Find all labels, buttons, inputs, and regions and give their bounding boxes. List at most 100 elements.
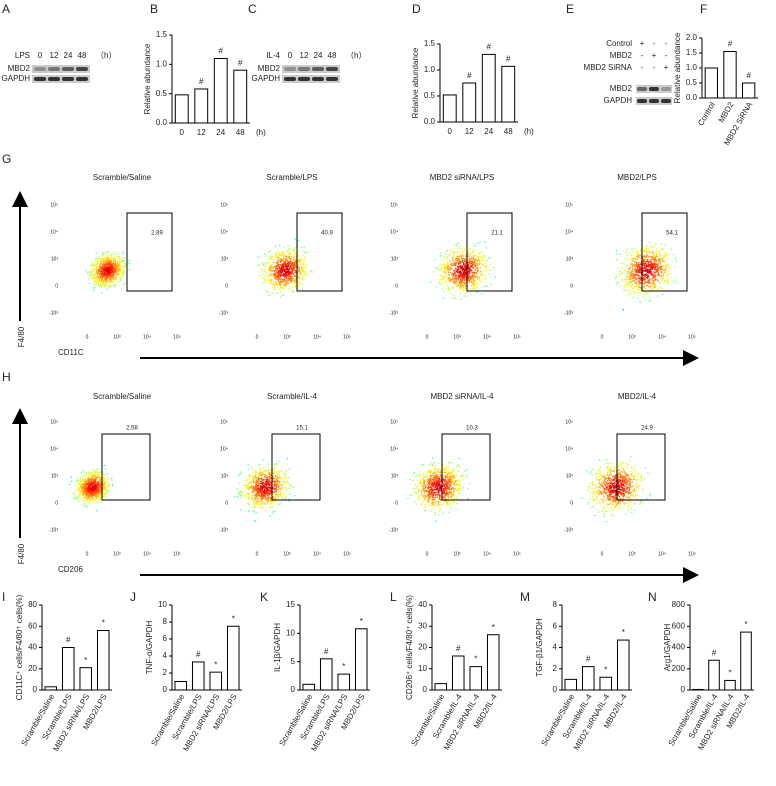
flow-event <box>250 486 252 488</box>
flow-event <box>435 485 437 487</box>
flow-event <box>95 272 97 274</box>
flow-event <box>248 488 251 490</box>
flow-event <box>106 490 108 492</box>
flow-event <box>111 264 113 266</box>
flow-event <box>257 256 260 258</box>
flow-event <box>274 270 276 272</box>
flow-y-tick: 10⁵ <box>220 419 228 425</box>
flow-event <box>275 268 277 270</box>
flow-event <box>283 258 285 260</box>
blot-band <box>637 99 647 103</box>
flow-event <box>77 480 79 482</box>
flow-event <box>275 484 277 486</box>
blot-band <box>637 87 647 91</box>
flow-event <box>120 269 122 271</box>
flow-event <box>109 262 111 264</box>
flow-event <box>111 257 113 259</box>
flow-event <box>71 481 73 483</box>
flow-event <box>112 280 114 283</box>
flow-event <box>115 279 117 281</box>
flow-event <box>117 281 119 283</box>
flow-event <box>635 281 638 283</box>
flow-event <box>654 279 656 281</box>
flow-event <box>452 480 454 482</box>
flow-event <box>94 262 96 265</box>
flow-event <box>96 279 98 282</box>
blot-band <box>298 77 310 81</box>
flow-event <box>427 480 429 483</box>
flow-event <box>662 278 664 280</box>
flow-event <box>260 494 263 496</box>
flow-event <box>657 287 659 290</box>
panel-label: B <box>150 2 158 16</box>
flow-event <box>633 247 635 249</box>
flow-event <box>440 252 442 254</box>
flow-event <box>266 481 268 483</box>
flow-event <box>419 475 421 477</box>
flow-event <box>85 479 87 481</box>
flow-x-tick: 0 <box>86 551 89 557</box>
flow-event <box>262 273 264 275</box>
flow-event <box>463 277 465 279</box>
flow-x-tick: 0 <box>426 551 429 557</box>
flow-event <box>98 481 100 483</box>
flow-event <box>262 472 264 474</box>
flow-event <box>628 253 630 255</box>
flow-event <box>663 252 665 254</box>
flow-event <box>118 257 121 260</box>
flow-event <box>259 264 261 266</box>
flow-event <box>108 280 111 283</box>
flow-event <box>648 261 650 263</box>
flow-event <box>76 489 78 491</box>
flow-event <box>282 497 284 499</box>
flow-event <box>103 269 105 271</box>
flow-event <box>116 273 118 276</box>
flow-y-tick: -10³ <box>389 527 398 533</box>
flow-event <box>282 263 284 265</box>
flow-event <box>273 265 276 268</box>
flow-event <box>651 256 654 258</box>
flow-event <box>112 284 115 286</box>
flow-event <box>283 273 285 275</box>
flow-event <box>651 273 653 275</box>
flow-event <box>615 275 618 278</box>
flow-event <box>483 265 485 267</box>
flow-event <box>104 468 107 470</box>
flow-event <box>269 515 271 517</box>
blot-sign: - <box>641 51 644 60</box>
flow-event <box>248 474 250 476</box>
flow-y-tick: 10⁴ <box>220 229 228 235</box>
flow-event <box>427 479 429 481</box>
flow-event <box>111 274 113 277</box>
flow-event <box>82 492 84 495</box>
flow-event <box>248 504 250 506</box>
flow-event <box>109 263 111 265</box>
flow-event <box>106 473 109 475</box>
flow-event <box>437 514 440 516</box>
flow-event <box>629 263 632 265</box>
flow-event <box>661 255 663 257</box>
flow-event <box>83 480 85 483</box>
flow-event <box>443 265 446 267</box>
flow-event <box>288 288 291 290</box>
flow-event <box>83 479 85 481</box>
flow-event <box>489 257 491 260</box>
flow-event <box>111 274 113 276</box>
flow-event <box>455 483 458 486</box>
flow-event <box>658 282 661 284</box>
blot-sign: - <box>641 63 644 72</box>
flow-event <box>261 497 263 499</box>
flow-event <box>454 274 456 276</box>
flow-event <box>668 267 671 269</box>
flow-event <box>282 251 284 253</box>
flow-event <box>458 257 460 259</box>
flow-event <box>277 477 279 479</box>
flow-event <box>441 282 444 284</box>
flow-event <box>119 261 121 263</box>
flow-event <box>635 271 637 273</box>
flow-event <box>91 277 94 280</box>
flow-event <box>462 277 464 279</box>
flow-event <box>443 483 445 486</box>
flow-event <box>99 492 101 494</box>
flow-event <box>661 272 663 274</box>
